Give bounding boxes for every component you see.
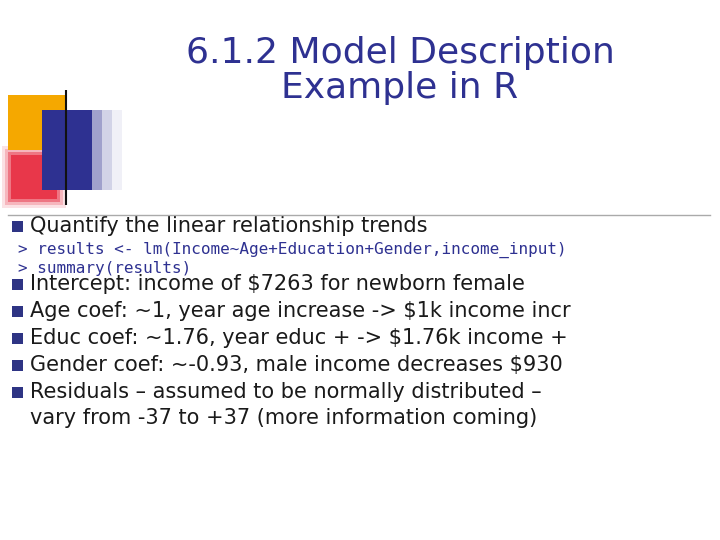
Text: Age coef: ~1, year age increase -> $1k income incr: Age coef: ~1, year age increase -> $1k i… xyxy=(30,301,571,321)
Text: Example in R: Example in R xyxy=(282,71,518,105)
Bar xyxy=(12,279,23,290)
Bar xyxy=(8,95,66,150)
Bar xyxy=(42,110,92,190)
Bar xyxy=(12,360,23,371)
Bar xyxy=(2,146,66,208)
Bar xyxy=(12,221,23,232)
Bar xyxy=(5,149,63,205)
Text: Educ coef: ~1.76, year educ + -> $1.76k income +: Educ coef: ~1.76, year educ + -> $1.76k … xyxy=(30,328,568,348)
Bar xyxy=(12,387,23,398)
Bar xyxy=(92,110,122,190)
Bar xyxy=(12,333,23,344)
Bar xyxy=(12,306,23,317)
Text: > summary(results): > summary(results) xyxy=(18,260,192,275)
Text: Gender coef: ~-0.93, male income decreases $930: Gender coef: ~-0.93, male income decreas… xyxy=(30,355,563,375)
Text: Quantify the linear relationship trends: Quantify the linear relationship trends xyxy=(30,216,428,236)
Bar xyxy=(8,152,60,202)
Text: Residuals – assumed to be normally distributed –: Residuals – assumed to be normally distr… xyxy=(30,382,541,402)
Text: 6.1.2 Model Description: 6.1.2 Model Description xyxy=(186,36,614,70)
Bar xyxy=(92,110,102,190)
Text: Intercept: income of $7263 for newborn female: Intercept: income of $7263 for newborn f… xyxy=(30,274,525,294)
Text: > results <- lm(Income~Age+Education+Gender,income_input): > results <- lm(Income~Age+Education+Gen… xyxy=(18,242,567,258)
Bar xyxy=(92,110,112,190)
Bar xyxy=(11,155,57,199)
Text: vary from -37 to +37 (more information coming): vary from -37 to +37 (more information c… xyxy=(30,408,537,428)
